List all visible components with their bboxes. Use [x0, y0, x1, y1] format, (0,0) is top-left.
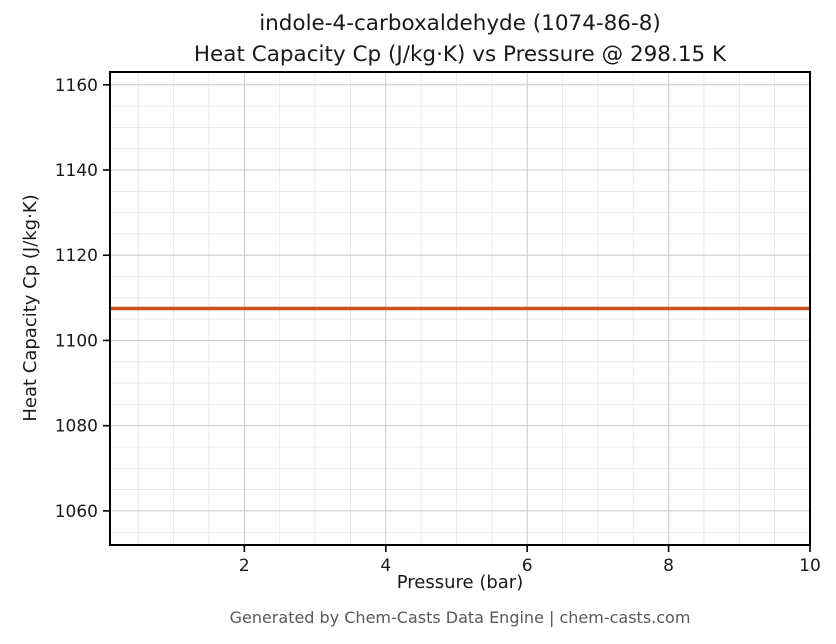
- x-tick-label: 8: [663, 556, 674, 576]
- x-tick-label: 4: [380, 556, 391, 576]
- x-tick-label: 10: [799, 556, 821, 576]
- x-tick-label: 6: [522, 556, 533, 576]
- y-tick-label: 1120: [55, 246, 98, 266]
- footer-credit: Generated by Chem-Casts Data Engine | ch…: [229, 608, 691, 627]
- y-tick-label: 1100: [55, 331, 98, 351]
- chart-title-line-1: indole-4-carboxaldehyde (1074-86-8): [259, 11, 661, 36]
- chart-title: indole-4-carboxaldehyde (1074-86-8) Heat…: [110, 8, 810, 70]
- y-tick-label: 1060: [55, 502, 98, 522]
- x-axis-label: Pressure (bar): [396, 572, 524, 593]
- axes-spines: [109, 71, 811, 546]
- tick-labels: 2 4 6 8 10 1060 1080 1100 1120 1140 1160: [55, 76, 821, 576]
- y-tick-label: 1160: [55, 76, 98, 96]
- y-tick-label: 1080: [55, 417, 98, 437]
- tick-marks: [103, 83, 811, 552]
- chart-title-line-2: Heat Capacity Cp (J/kg·K) vs Pressure @ …: [193, 42, 727, 67]
- x-tick-label: 2: [239, 556, 250, 576]
- y-tick-label: 1140: [55, 161, 98, 181]
